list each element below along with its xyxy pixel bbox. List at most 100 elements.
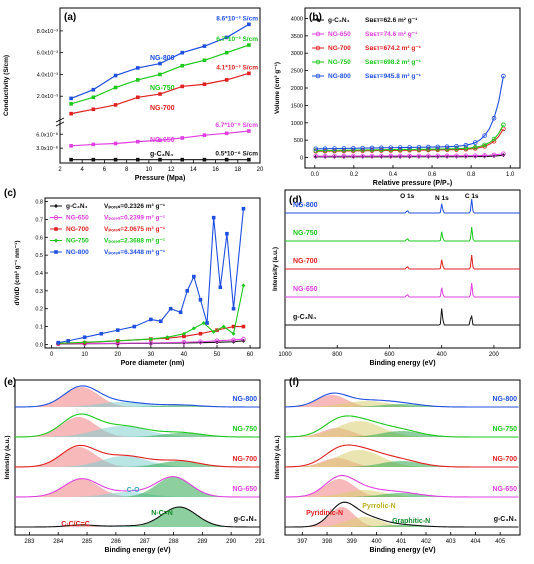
component-label: C-O (127, 487, 140, 494)
panel-e-xtick-label: 290 (226, 539, 237, 545)
distribution-point (198, 331, 203, 336)
data-point (180, 136, 185, 140)
data-point (158, 61, 162, 66)
data-point (158, 157, 162, 162)
c1s-spectrum (14, 413, 260, 438)
panel-f-frame (284, 379, 521, 536)
panel-b-xtick-label: 0.8 (467, 172, 476, 178)
distribution-point (198, 297, 203, 302)
panel-c-xtick-label: 50 (214, 352, 221, 358)
isotherm-point (454, 143, 459, 149)
fitted-component (15, 507, 260, 527)
legend-marker (54, 250, 58, 254)
isotherm-point (360, 145, 365, 151)
panel-label: (f) (289, 377, 299, 388)
distribution-point (201, 321, 206, 325)
panel-c-ytick-label: 0.7 (35, 217, 43, 223)
isotherm-point (435, 144, 441, 150)
panel-c-ytick-label: 0.3 (35, 289, 43, 295)
panel-b-xtick-label: 0.4 (389, 172, 398, 178)
data-point (91, 107, 96, 112)
panel-b-ytick-label: 0 (300, 156, 303, 162)
n1s-spectrum (284, 501, 519, 528)
distribution-point (231, 331, 236, 336)
spectrum-label: NG-750 (293, 230, 318, 237)
distribution-point (241, 324, 246, 329)
peak-annotation: C 1s (465, 193, 479, 200)
isotherm-point (435, 153, 441, 159)
distribution-point (158, 319, 163, 324)
fitted-component (285, 421, 520, 437)
panel-c-ytick-label: 0.6 (35, 235, 43, 241)
distribution-point (214, 338, 220, 344)
c1s-spectrum (14, 506, 260, 528)
x-axis-label: Binding energy (eV) (104, 547, 170, 554)
distribution-point (182, 334, 186, 339)
spectrum-label: g-C₃N₄ (494, 516, 517, 523)
distribution-point (168, 306, 173, 311)
distribution-point (221, 324, 226, 329)
data-point (113, 141, 118, 146)
panel-c-xtick-label: 30 (148, 352, 155, 358)
distribution-point (241, 206, 246, 211)
n1s-spectrum (284, 474, 519, 498)
panel-f-xtick-label: 398 (322, 539, 333, 545)
panel-a-ytick-label: 6.0x10⁻³ (37, 51, 58, 57)
legend-label: NG-800 (328, 73, 351, 80)
fitted-component (285, 490, 520, 497)
panel-f-xtick-label: 402 (421, 539, 432, 545)
isotherm-line (315, 153, 504, 157)
data-point (69, 144, 73, 148)
panel-e-frame (14, 379, 261, 536)
data-point (247, 129, 251, 133)
distribution-point (241, 283, 246, 288)
panel-c-ytick-label: 0.5 (35, 253, 43, 259)
legend-label: NG-650 (66, 215, 89, 222)
data-point (113, 103, 118, 107)
data-point (247, 157, 251, 162)
panel-a-ytick-label: 4.0x10⁻³ (37, 72, 58, 78)
panel-c-xtick-label: 20 (114, 352, 121, 358)
spectrum-label: NG-700 (232, 456, 257, 463)
distribution-point (225, 231, 229, 236)
panel-c-xtick-label: 10 (81, 352, 88, 358)
survey-spectrum (285, 198, 520, 214)
end-value-label: 4.1*10⁻³ S/cm (216, 64, 258, 71)
distribution-point (181, 331, 186, 336)
data-point (135, 157, 140, 162)
isotherm-point (482, 142, 487, 148)
panel-d-xtick-label: 800 (332, 352, 343, 358)
panel-b-xtick-label: 0.6 (428, 172, 437, 178)
panel-a-xtick-label: 8 (125, 167, 129, 173)
panel-label: (a) (64, 12, 76, 23)
panel-a-ytick-label: 6.0x10⁻⁸ (36, 131, 58, 138)
fitted-component (15, 405, 260, 407)
data-point (247, 22, 251, 27)
peak-annotation: N 1s (435, 195, 449, 202)
c1s-spectrum (14, 476, 260, 498)
isotherm-point (501, 151, 506, 157)
panel-b-ytick-label: 2500 (291, 69, 303, 75)
data-point (91, 157, 96, 162)
distribution-point (165, 335, 170, 340)
panel-f-xtick-label: 404 (470, 539, 481, 545)
legend-marker (54, 204, 58, 208)
data-point (135, 139, 140, 144)
panel-c-xtick-label: 40 (181, 352, 188, 358)
isotherm-point (463, 142, 469, 148)
distribution-point (211, 215, 216, 220)
panel-e-xtick-label: 286 (111, 539, 122, 545)
isotherm-point (388, 153, 394, 159)
c1s-spectrum (14, 385, 260, 408)
isotherm-point (472, 145, 478, 150)
legend-marker (54, 227, 58, 231)
spectrum-label: NG-650 (293, 286, 318, 293)
panel-b-xtick-label: 1.0 (506, 172, 515, 178)
data-point (158, 138, 162, 143)
legend-label: NG-800 (66, 249, 89, 256)
c1s-spectrum (14, 444, 260, 468)
isotherm-point (482, 153, 487, 158)
legend-value: Sʙᴇᴛ=674.2 m² g⁻¹ (365, 45, 421, 52)
panel-d-xtick-label: 600 (384, 352, 395, 358)
x-axis-label: Pore diameter (nm) (121, 360, 185, 367)
